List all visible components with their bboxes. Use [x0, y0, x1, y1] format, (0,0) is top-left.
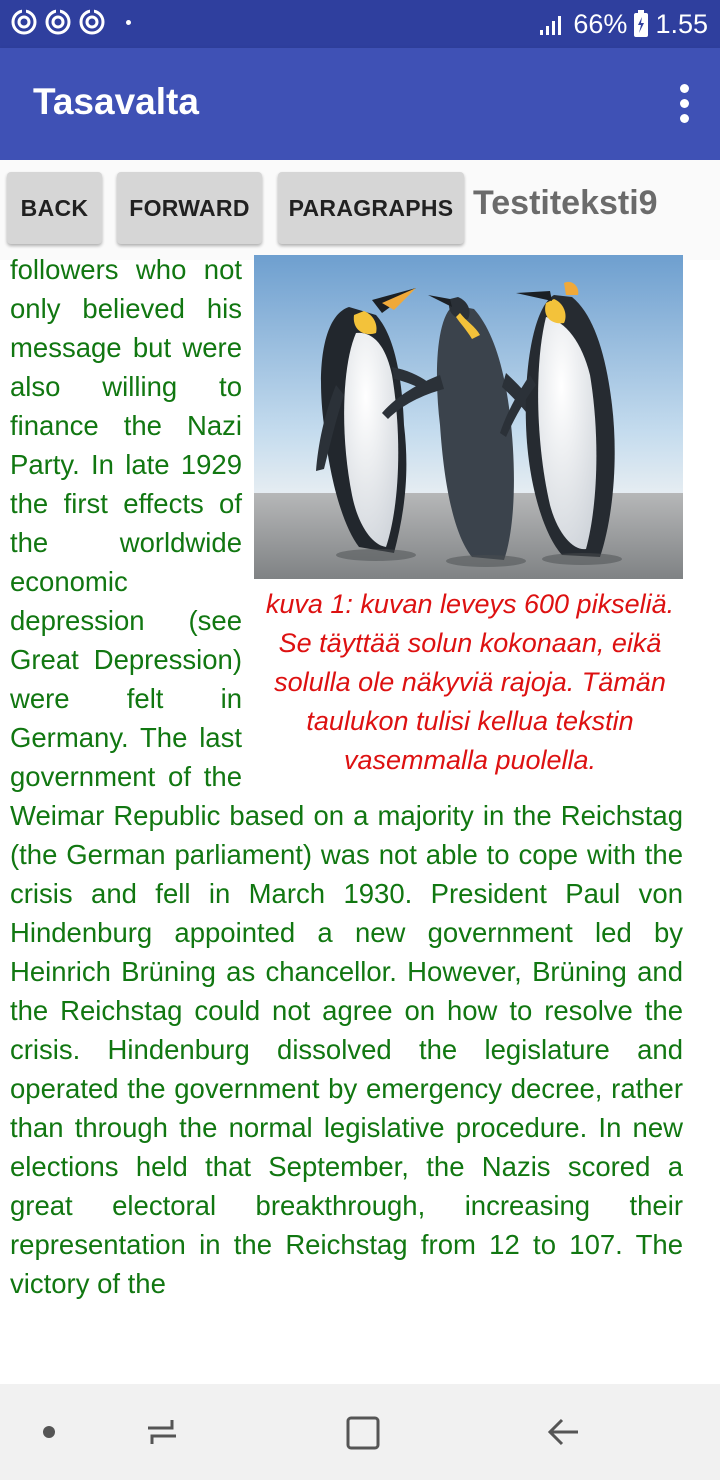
figure: kuva 1: kuvan leveys 600 pikseliä. Se tä…: [254, 255, 683, 780]
figure-caption: kuva 1: kuvan leveys 600 pikseliä. Se tä…: [265, 589, 675, 775]
navigation-toolbar: BACK FORWARD PARAGRAPHS Testiteksti9: [0, 160, 720, 260]
app-title: Tasavalta: [33, 81, 199, 122]
dot-icon: [126, 19, 131, 25]
sync-icon: [11, 9, 37, 35]
penguins-photo: [254, 255, 683, 579]
sync-icon: [79, 9, 105, 35]
more-options-icon[interactable]: [678, 84, 690, 124]
back-button[interactable]: BACK: [7, 172, 102, 244]
back-arrow-icon[interactable]: [546, 1414, 582, 1450]
status-bar: 66% 1.55: [0, 0, 720, 48]
notification-icons: [10, 8, 131, 36]
article-content[interactable]: kuva 1: kuvan leveys 600 pikseliä. Se tä…: [10, 250, 683, 1384]
paragraphs-button[interactable]: PARAGRAPHS: [278, 172, 464, 244]
signal-icon: [540, 16, 562, 35]
recents-icon[interactable]: [144, 1414, 180, 1450]
overview-icon[interactable]: [345, 1414, 381, 1450]
document-title: Testiteksti9: [473, 184, 658, 222]
home-dot-icon[interactable]: [43, 1426, 55, 1438]
battery-percent: 66%: [573, 8, 628, 39]
battery-icon: [634, 10, 649, 37]
system-nav-bar: [0, 1384, 720, 1480]
sync-icon: [45, 9, 71, 35]
forward-button[interactable]: FORWARD: [117, 172, 262, 244]
article-text: followers who not only believed his mess…: [10, 254, 683, 1299]
clock: 1.55: [655, 8, 708, 39]
app-bar: Tasavalta: [0, 48, 720, 160]
